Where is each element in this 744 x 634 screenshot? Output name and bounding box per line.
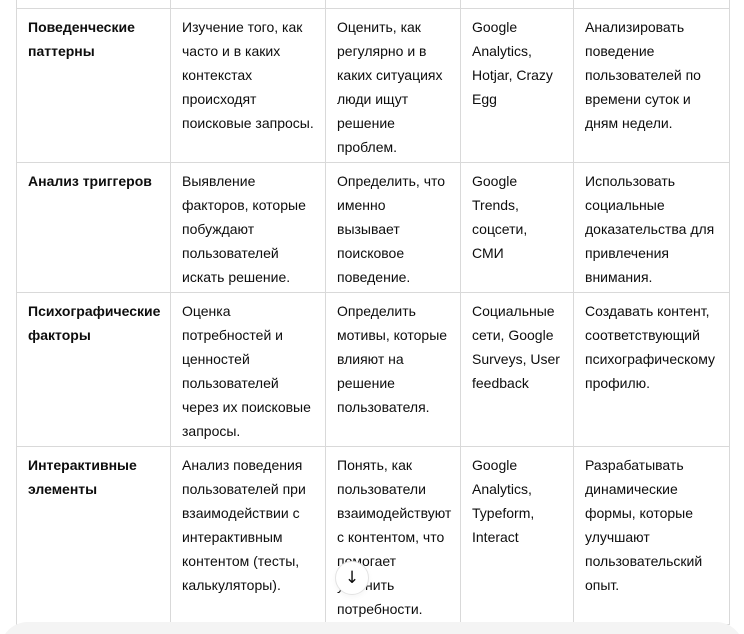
table-cell xyxy=(170,0,326,9)
table-row: Психографические факторы Оценка потребно… xyxy=(16,292,730,447)
table-cell xyxy=(460,0,574,9)
table-row-partial xyxy=(16,0,730,9)
row-header-cell: Интерактивные элементы xyxy=(16,446,171,625)
table-cell: Социальные сети, Google Surveys, User fe… xyxy=(460,292,574,447)
markdown-table-container: Поведенческие паттерны Изучение того, ка… xyxy=(16,0,730,625)
table-cell: Определить мотивы, которые влияют на реш… xyxy=(325,292,461,447)
table-cell: Разрабатывать динамические формы, которы… xyxy=(573,446,730,625)
table-row: Поведенческие паттерны Изучение того, ка… xyxy=(16,8,730,163)
table-cell: Создавать контент, соответствующий психо… xyxy=(573,292,730,447)
row-header-cell: Анализ триггеров xyxy=(16,162,171,293)
table-cell xyxy=(16,0,171,9)
table-cell: Определить, что именно вызывает поисково… xyxy=(325,162,461,293)
table-cell: Google Analytics, Hotjar, Crazy Egg xyxy=(460,8,574,163)
table-cell: Оценить, как регулярно и в каких ситуаци… xyxy=(325,8,461,163)
table-cell: Google Analytics, Typeform, Interact xyxy=(460,446,574,625)
table-cell: Понять, как пользователи взаимодействуют… xyxy=(325,446,461,625)
table-cell: Использовать социальные доказательства д… xyxy=(573,162,730,293)
scroll-to-bottom-button[interactable]: ↓ xyxy=(335,561,369,595)
table-cell: Google Trends, соцсети, СМИ xyxy=(460,162,574,293)
row-header-cell: Поведенческие паттерны xyxy=(16,8,171,163)
table-cell: Оценка потребностей и ценностей пользова… xyxy=(170,292,326,447)
table-cell: Изучение того, как часто и в каких конте… xyxy=(170,8,326,163)
table-row: Анализ триггеров Выявление факторов, кот… xyxy=(16,162,730,293)
table-cell: Выявление факторов, которые побуждают по… xyxy=(170,162,326,293)
table-cell xyxy=(573,0,730,9)
analysis-table: Поведенческие паттерны Изучение того, ка… xyxy=(16,0,730,625)
composer-input-bar[interactable] xyxy=(0,622,744,634)
table-cell: Анализировать поведение пользователей по… xyxy=(573,8,730,163)
row-header-cell: Психографические факторы xyxy=(16,292,171,447)
table-cell: Анализ поведения пользователей при взаим… xyxy=(170,446,326,625)
down-arrow-icon: ↓ xyxy=(344,567,360,588)
table-cell xyxy=(325,0,461,9)
table-row: Интерактивные элементы Анализ поведения … xyxy=(16,446,730,625)
